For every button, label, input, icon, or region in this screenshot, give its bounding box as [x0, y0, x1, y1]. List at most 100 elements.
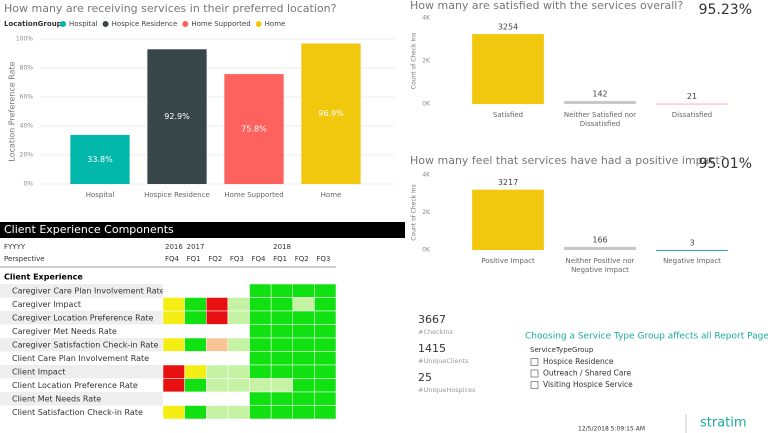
bar	[301, 43, 361, 185]
heat-cell	[270, 378, 293, 393]
x-tick-label: Hospital	[85, 191, 115, 199]
legend-title: LocationGroup	[4, 20, 62, 28]
data-label: 92.9%	[164, 112, 190, 121]
bar	[472, 189, 544, 250]
heat-cell	[227, 378, 250, 393]
y-tick-label: 0%	[23, 181, 33, 188]
x-tick-label: Satisfied	[492, 111, 524, 119]
kpi-number: 1415	[418, 342, 446, 355]
heat-cell	[292, 283, 315, 298]
logo: stratim	[700, 416, 747, 431]
y-tick-label: 100%	[16, 36, 33, 43]
y-tick-label: 4K	[422, 15, 431, 22]
row-name: Caregiver Met Needs Rate	[12, 327, 117, 336]
row-name: Client Met Needs Rate	[12, 394, 101, 403]
data-label: 142	[592, 89, 607, 98]
heat-cell	[270, 283, 293, 298]
checkbox[interactable]	[530, 358, 539, 366]
heat-cell	[227, 337, 250, 352]
bar	[656, 249, 728, 251]
bar	[147, 49, 207, 184]
heat-cell	[292, 351, 315, 366]
data-label: 96.9%	[318, 109, 344, 118]
y-axis-title: Location Preference Rate	[8, 61, 17, 161]
heat-cell	[292, 391, 315, 406]
heat-cell	[314, 310, 337, 325]
row-band	[0, 284, 163, 298]
quarter-label: FQ3	[230, 255, 244, 263]
x-tick-label: Home	[320, 191, 342, 199]
heat-cell	[249, 405, 272, 420]
bar	[472, 34, 544, 104]
x-tick-label: Positive Impact	[481, 257, 535, 265]
heat-cell	[292, 310, 315, 325]
bar	[70, 134, 130, 184]
slicer-heading: Choosing a Service Type Group affects al…	[525, 332, 768, 342]
quarter-label: FQ4	[165, 255, 180, 263]
heat-cell	[249, 297, 272, 312]
row-name: Caregiver Location Preference Rate	[12, 313, 154, 322]
heat-cell	[162, 324, 185, 339]
slicer-option[interactable]: Visiting Hospice Service	[543, 380, 633, 389]
heat-cell	[184, 337, 207, 352]
legend-swatch	[182, 21, 189, 27]
heat-cell	[270, 297, 293, 312]
heat-cell	[314, 297, 337, 312]
heat-cell	[227, 391, 250, 406]
heat-cell	[184, 405, 207, 420]
heat-cell	[206, 297, 229, 312]
quarter-label: FQ1	[273, 255, 287, 263]
heat-cell	[162, 283, 185, 298]
heat-cell	[206, 283, 229, 298]
heat-cell	[314, 405, 337, 420]
checkbox[interactable]	[530, 381, 539, 389]
data-label: 3217	[498, 178, 518, 187]
x-tick-label: Neither Positive nor Negative Impact	[565, 257, 635, 274]
y-axis-title: Count of Check Ins	[411, 33, 418, 89]
heat-cell	[314, 391, 337, 406]
slicer-option[interactable]: Outreach / Shared Care	[543, 369, 631, 378]
y-tick-label: 80%	[20, 65, 34, 72]
kpi-number: 25	[418, 371, 432, 384]
data-label: 166	[592, 235, 607, 244]
x-tick-label: Home Supported	[224, 191, 284, 199]
kpi-number: 3667	[418, 313, 446, 326]
y-tick-label: 20%	[20, 152, 34, 159]
heat-cell	[314, 351, 337, 366]
row-header-label: Perspective	[4, 255, 45, 263]
heat-cell	[270, 405, 293, 420]
y-tick-label: 4K	[422, 172, 431, 179]
heat-cell	[162, 337, 185, 352]
heat-cell	[292, 337, 315, 352]
bar	[656, 103, 728, 105]
x-tick-label: Negative Impact	[663, 257, 721, 265]
heat-cell	[206, 351, 229, 366]
y-tick-label: 2K	[422, 58, 431, 65]
year-label: 2018	[273, 243, 291, 251]
heat-cell	[206, 391, 229, 406]
data-label: 21	[687, 92, 697, 101]
heat-cell	[162, 310, 185, 325]
heat-cell	[184, 391, 207, 406]
x-tick-label: Hospice Residence	[144, 191, 210, 199]
quarter-label: FQ2	[295, 255, 309, 263]
heat-cell	[162, 378, 185, 393]
quarter-label: FQ3	[316, 255, 330, 263]
heat-cell	[184, 351, 207, 366]
bar	[224, 74, 284, 184]
row-band	[0, 365, 163, 379]
slicer-option[interactable]: Hospice Residence	[543, 357, 614, 366]
legend-label: Hospital	[69, 20, 98, 28]
heat-cell	[249, 310, 272, 325]
chart-title: How many are satisfied with the services…	[410, 0, 683, 12]
heat-cell	[227, 364, 250, 379]
data-label: 3254	[498, 23, 518, 32]
y-tick-label: 60%	[20, 94, 34, 101]
y-axis-title: Count of Check Ins	[411, 184, 418, 240]
checkbox[interactable]	[530, 369, 539, 378]
legend-swatch	[60, 21, 66, 27]
kpi-caption: #UniqueHospices	[418, 386, 476, 394]
heat-cell	[292, 297, 315, 312]
heat-cell	[162, 364, 185, 379]
